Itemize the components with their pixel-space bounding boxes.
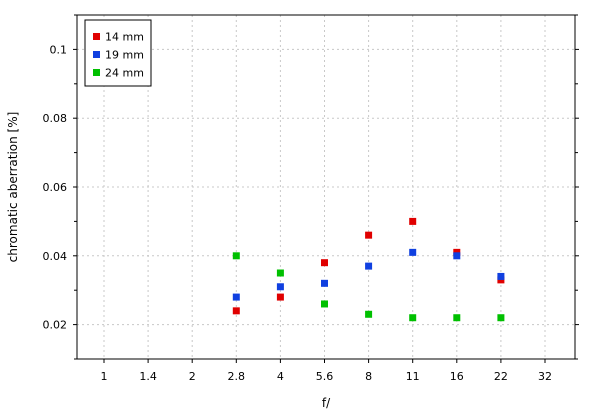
x-tick-label: 1 (101, 370, 108, 383)
x-tick-label: 22 (494, 370, 508, 383)
x-tick-label: 16 (450, 370, 464, 383)
data-point (409, 217, 417, 225)
legend-swatch (93, 69, 100, 76)
x-tick-label: 2.8 (228, 370, 246, 383)
data-point (321, 300, 328, 308)
data-point (321, 279, 328, 287)
data-point (276, 269, 284, 277)
data-point (365, 231, 373, 239)
x-tick-label: 2 (189, 370, 196, 383)
y-tick-label: 0.04 (43, 250, 68, 263)
x-tick-label: 4 (277, 370, 284, 383)
data-point (497, 272, 505, 280)
x-tick-label: 1.4 (139, 370, 157, 383)
data-point (409, 314, 417, 322)
x-tick-label: 8 (365, 370, 372, 383)
y-tick-label: 0.06 (43, 181, 68, 194)
data-point (365, 262, 373, 270)
data-point (232, 293, 240, 301)
data-point (321, 259, 328, 267)
data-point (232, 252, 240, 260)
x-tick-label: 5.6 (316, 370, 334, 383)
legend-swatch (93, 33, 100, 40)
data-point (453, 252, 461, 260)
legend-label: 24 mm (105, 67, 144, 80)
legend-label: 19 mm (105, 49, 144, 62)
legend-swatch (93, 51, 100, 58)
data-point (497, 314, 505, 322)
data-point (409, 248, 417, 256)
data-point (232, 307, 240, 315)
data-point (453, 314, 461, 322)
legend-label: 14 mm (105, 31, 144, 44)
x-tick-label: 11 (406, 370, 420, 383)
data-point (365, 310, 373, 318)
y-axis-label: chromatic aberration [%] (6, 112, 20, 263)
y-tick-label: 0.02 (43, 319, 68, 332)
grid (77, 15, 575, 359)
data-points (232, 217, 505, 322)
data-point (276, 283, 284, 291)
axes: 1 1.4 2 2.8 4 5.6 8 11 16 22 32 0.02 0.04 0.06 0.08 0.1 (43, 14, 579, 383)
data-point (276, 293, 284, 301)
y-tick-label: 0.08 (43, 112, 68, 125)
x-axis-label: f/ (322, 396, 331, 410)
x-tick-label: 32 (538, 370, 552, 383)
y-tick-label: 0.1 (50, 43, 68, 56)
legend: 14 mm 19 mm 24 mm (84, 19, 152, 87)
